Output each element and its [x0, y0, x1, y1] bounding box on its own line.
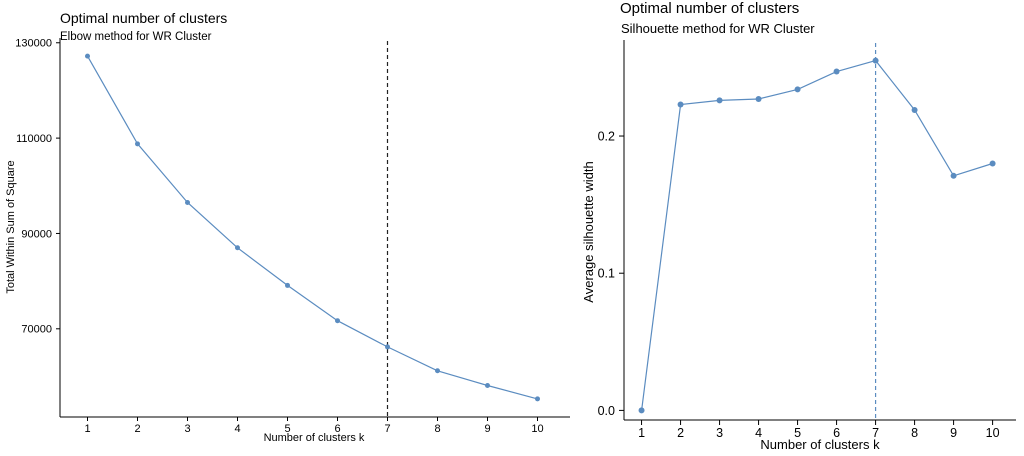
- data-point: [85, 53, 90, 59]
- data-point: [485, 383, 490, 389]
- y-tick-label: 110000: [16, 133, 52, 145]
- chart-title: Optimal number of clusters: [620, 0, 799, 17]
- x-axis-label: Number of clusters k: [264, 432, 365, 444]
- x-tick-label: 6: [833, 426, 840, 440]
- data-point: [911, 106, 918, 113]
- axis-ticks: 1 2 3 4 5 6 7 8 9 10 70000 90000 110000 130000: [15, 38, 543, 435]
- x-tick-label: 1: [638, 426, 645, 440]
- x-tick-label: 4: [755, 426, 762, 440]
- data-point: [638, 407, 645, 414]
- x-tick-label: 7: [384, 423, 390, 435]
- x-tick-label: 4: [234, 423, 240, 435]
- x-tick-label: 10: [986, 426, 1000, 440]
- x-tick-label: 5: [284, 423, 290, 435]
- data-point: [385, 344, 390, 350]
- data-point: [335, 318, 340, 324]
- series-group: [85, 53, 540, 402]
- x-tick-label: 2: [134, 423, 140, 435]
- data-point: [755, 95, 762, 102]
- data-point: [833, 68, 840, 75]
- y-axis-label: Average silhouette width: [581, 161, 596, 302]
- data-point: [435, 368, 440, 374]
- series-line: [641, 59, 993, 411]
- x-tick-label: 5: [794, 426, 801, 440]
- data-point: [535, 396, 540, 402]
- x-tick-label: 8: [434, 423, 440, 435]
- elbow-chart: Optimal number of clusters Elbow method …: [5, 10, 570, 444]
- data-point: [185, 199, 190, 205]
- y-tick-label: 0.0: [598, 404, 615, 418]
- y-tick-label: 130000: [15, 38, 52, 50]
- y-axis-label: Total Within Sum of Square: [5, 160, 17, 293]
- data-point: [950, 172, 957, 179]
- data-point: [872, 57, 879, 64]
- data-point: [677, 101, 684, 108]
- x-tick-label: 1: [84, 423, 90, 435]
- x-tick-label: 6: [334, 423, 340, 435]
- y-tick-label: 70000: [21, 324, 52, 336]
- chart-title: Optimal number of clusters: [60, 10, 227, 26]
- axis-ticks: 1 2 3 4 5 6 7 8 9 10 0.0 0.1 0.2: [598, 129, 1000, 440]
- data-point: [794, 86, 801, 93]
- x-tick-label: 9: [484, 423, 490, 435]
- x-tick-label: 2: [677, 426, 684, 440]
- chart-subtitle: Silhouette method for WR Cluster: [621, 21, 815, 36]
- x-tick-label: 3: [184, 423, 190, 435]
- x-tick-label: 8: [911, 426, 918, 440]
- silhouette-chart: Optimal number of clusters Silhouette me…: [581, 0, 1016, 452]
- y-tick-label: 90000: [21, 228, 52, 240]
- data-point: [989, 160, 996, 167]
- x-tick-label: 3: [716, 426, 723, 440]
- series-line: [86, 55, 538, 400]
- x-tick-label: 10: [531, 423, 543, 435]
- x-axis-label: Number of clusters k: [760, 437, 880, 452]
- y-tick-label: 0.1: [598, 267, 615, 281]
- data-point: [716, 97, 723, 104]
- chart-subtitle: Elbow method for WR Cluster: [60, 31, 212, 43]
- x-tick-label: 9: [950, 426, 957, 440]
- x-tick-label: 7: [872, 426, 879, 440]
- data-point: [285, 282, 290, 288]
- data-point: [135, 141, 140, 147]
- y-tick-label: 0.2: [598, 129, 615, 143]
- series-group: [638, 57, 996, 414]
- data-point: [235, 245, 240, 251]
